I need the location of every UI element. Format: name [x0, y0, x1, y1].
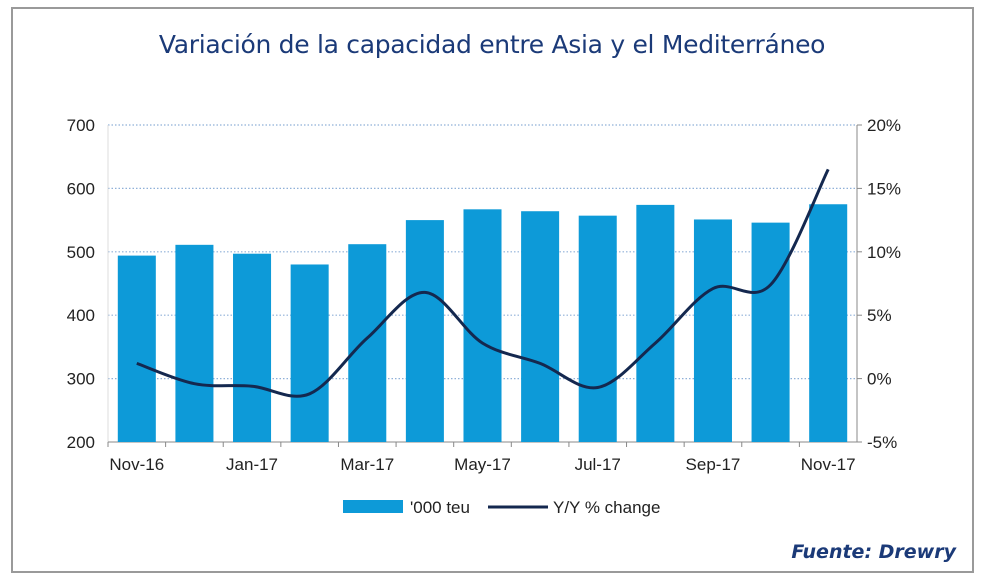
- bar-Nov-16: [117, 255, 156, 442]
- x-tick-label: Mar-17: [340, 455, 394, 474]
- legend-bar-label: '000 teu: [410, 498, 470, 517]
- left-tick-label: 200: [67, 433, 95, 452]
- line-yy-change: [136, 168, 830, 398]
- x-tick-label: Nov-16: [109, 455, 164, 474]
- bar-Jan-17: [233, 253, 272, 442]
- bar-Sep-17: [693, 219, 732, 442]
- x-tick-label: May-17: [454, 455, 511, 474]
- right-tick-label: 10%: [867, 243, 901, 262]
- legend-line-label: Y/Y % change: [553, 498, 660, 517]
- bar-Jun-17: [521, 211, 560, 442]
- right-tick-label: 15%: [867, 179, 901, 198]
- left-tick-label: 700: [67, 116, 95, 135]
- x-tick-label: Jul-17: [575, 455, 621, 474]
- left-tick-label: 500: [67, 243, 95, 262]
- x-tick-label: Nov-17: [801, 455, 856, 474]
- right-tick-label: -5%: [867, 433, 897, 452]
- bar-Nov-17: [809, 204, 848, 442]
- bar-May-17: [463, 209, 502, 442]
- left-tick-label: 400: [67, 306, 95, 325]
- bar-Dec-16: [175, 244, 214, 442]
- legend-bar-swatch: [343, 500, 403, 513]
- x-tick-label: Sep-17: [686, 455, 741, 474]
- right-tick-label: 5%: [867, 306, 892, 325]
- bar-Feb-17: [290, 264, 329, 442]
- left-tick-label: 300: [67, 370, 95, 389]
- bar-Jul-17: [578, 215, 617, 442]
- bar-Mar-17: [348, 244, 387, 442]
- chart-frame: [11, 7, 974, 573]
- source-note: Fuente: Drewry: [791, 541, 956, 563]
- bar-Oct-17: [751, 222, 790, 442]
- bar-Apr-17: [405, 220, 444, 442]
- chart-title: Variación de la capacidad entre Asia y e…: [158, 30, 826, 59]
- x-tick-label: Jan-17: [226, 455, 278, 474]
- right-tick-label: 0%: [867, 370, 892, 389]
- right-tick-label: 20%: [867, 116, 901, 135]
- bar-Aug-17: [636, 204, 675, 442]
- left-tick-label: 600: [67, 179, 95, 198]
